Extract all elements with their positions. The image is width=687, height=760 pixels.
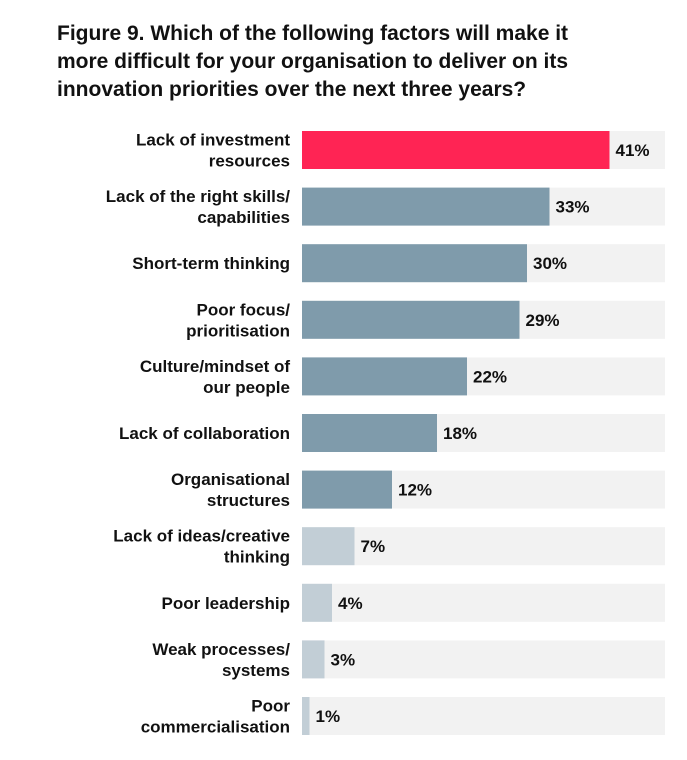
category-label: Short-term thinking <box>132 254 290 273</box>
bar <box>302 187 550 226</box>
value-label: 3% <box>331 650 356 669</box>
value-label: 33% <box>556 198 590 217</box>
bar <box>302 244 527 283</box>
text-line: Culture/mindset of <box>140 357 291 376</box>
bar <box>302 640 325 679</box>
text-line: commercialisation <box>141 718 290 737</box>
category-label: Poor focus/prioritisation <box>186 300 290 340</box>
text-line: our people <box>203 378 290 397</box>
value-label: 30% <box>533 254 567 273</box>
value-label: 4% <box>338 594 363 613</box>
category-label: Weak processes/systems <box>152 640 290 680</box>
bar <box>302 697 310 735</box>
text-line: Lack of investment <box>136 131 290 150</box>
text-line: Short-term thinking <box>132 254 290 273</box>
text-line: resources <box>209 152 290 171</box>
category-label: Lack of ideas/creative thinking <box>113 527 290 567</box>
text-line: thinking <box>224 548 290 567</box>
text-line: Poor focus/ <box>196 300 290 319</box>
text-line: Lack of ideas/creative <box>113 527 290 546</box>
category-label: Lack of investment resources <box>136 131 290 171</box>
value-label: 41% <box>616 141 650 160</box>
bar <box>302 131 610 169</box>
value-label: 7% <box>361 537 386 556</box>
category-label: Culture/mindset of our people <box>140 357 291 397</box>
category-label: Lack of the right skills/capabilities <box>106 187 290 227</box>
bar <box>302 357 467 396</box>
value-label: 1% <box>316 707 341 726</box>
text-line: structures <box>207 491 290 510</box>
value-label: 22% <box>473 367 507 386</box>
text-line: Poor <box>251 697 290 716</box>
text-line: Organisational <box>171 470 290 489</box>
value-label: 12% <box>398 481 432 500</box>
text-line: Poor leadership <box>162 594 290 613</box>
bar <box>302 527 355 566</box>
category-label: Poor leadership <box>162 594 290 613</box>
bar <box>302 470 392 509</box>
text-line: Lack of collaboration <box>119 424 290 443</box>
bar <box>302 414 437 452</box>
bar <box>302 300 520 339</box>
bar <box>302 583 332 622</box>
text-line: innovation priorities over the next thre… <box>57 78 526 101</box>
category-label: Lack of collaboration <box>119 424 290 443</box>
text-line: systems <box>222 661 290 680</box>
value-label: 29% <box>526 311 560 330</box>
bar-track <box>302 583 665 622</box>
text-line: prioritisation <box>186 321 290 340</box>
bar-track <box>302 640 665 679</box>
text-line: Figure 9. Which of the following factors… <box>57 22 568 45</box>
bar-track <box>302 697 665 735</box>
chart-title: Figure 9. Which of the following factors… <box>57 22 568 101</box>
text-line: Lack of the right skills/ <box>106 187 290 206</box>
category-label: Poor commercialisation <box>141 697 291 737</box>
text-line: Weak processes/ <box>152 640 290 659</box>
text-line: more difficult for your organisation to … <box>57 50 568 73</box>
text-line: capabilities <box>197 208 290 227</box>
value-label: 18% <box>443 424 477 443</box>
bar-track <box>302 527 665 566</box>
category-label: Organisational structures <box>171 470 290 510</box>
